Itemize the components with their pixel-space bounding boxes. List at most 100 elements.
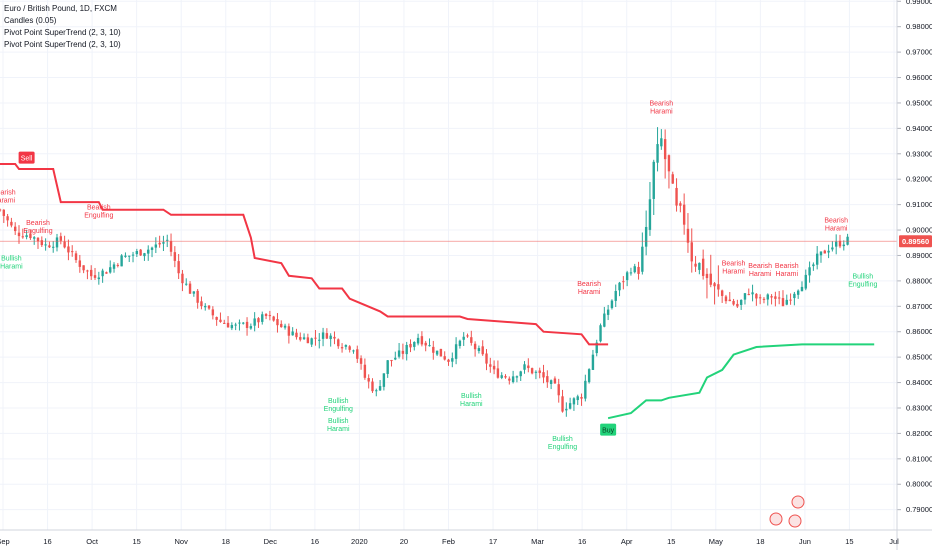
pattern-label-line: Bearish [26, 220, 50, 227]
legend-title: Euro / British Pound, 1D, FXCM [4, 3, 121, 15]
candle-body [189, 284, 191, 294]
candle-body [759, 297, 761, 298]
candle-body [272, 317, 274, 321]
pattern-label-line: Bearish [722, 261, 746, 268]
candle-body [329, 336, 331, 339]
candle-body [778, 297, 780, 298]
candle-body [356, 349, 358, 359]
pattern-label-line: Bullish [552, 436, 573, 443]
y-tick-label: 0.93000 [906, 149, 932, 158]
candle-body [561, 396, 563, 411]
y-tick-label: 0.89000 [906, 251, 932, 260]
candle-body [554, 378, 556, 383]
candle-body [489, 364, 491, 366]
pattern-label: Bearish Engulfing [23, 220, 52, 235]
candle-body [626, 272, 628, 280]
candle-body [120, 255, 122, 266]
pattern-label-line: Bearish [775, 263, 799, 270]
legend-indicator-candles[interactable]: Candles (0.05) [4, 15, 121, 27]
candle-body [345, 345, 347, 347]
y-tick-label: 0.98000 [906, 22, 932, 31]
x-tick-label: Jun [799, 537, 811, 546]
candle-body [736, 304, 738, 307]
candle-body [645, 227, 647, 247]
pattern-label-line: Harami [460, 401, 483, 408]
pattern-label-line: Harami [825, 225, 848, 232]
candle-body [846, 237, 848, 245]
x-tick-label: 16 [311, 537, 319, 546]
event-marker-icon [789, 515, 801, 527]
candle-body [379, 386, 381, 390]
candle-body [151, 248, 153, 250]
candle-body [280, 324, 282, 327]
candle-body [634, 266, 636, 272]
candle-body [82, 265, 84, 270]
candle-body [732, 301, 734, 305]
x-tick-label: 15 [132, 537, 140, 546]
candle-body [831, 247, 833, 249]
candle-body [60, 236, 62, 241]
candle-body [386, 360, 388, 374]
candle-body [394, 358, 396, 360]
candle-body [291, 331, 293, 335]
candle-body [767, 294, 769, 299]
candle-body [744, 293, 746, 299]
pattern-label: BearishHarami [577, 281, 601, 296]
x-tick-label: 16 [578, 537, 586, 546]
candle-body [653, 162, 655, 199]
candle-body [843, 245, 845, 246]
candle-body [405, 345, 407, 354]
candle-body [542, 372, 544, 377]
candle-body [375, 390, 377, 391]
candle-body [242, 323, 244, 324]
candle-body [592, 355, 594, 370]
candle-body [231, 325, 233, 328]
candle-body [318, 340, 320, 341]
legend-indicator-supertrend-2[interactable]: Pivot Point SuperTrend (2, 3, 10) [4, 39, 121, 51]
candle-body [136, 251, 138, 254]
supertrend-bull-line [608, 344, 874, 418]
pattern-label: BearishHarami [748, 263, 772, 278]
candle-body [348, 346, 350, 350]
candle-body [428, 345, 430, 346]
candle-body [424, 343, 426, 346]
candle-body [67, 246, 69, 252]
candle-body [101, 271, 103, 277]
candle-body [687, 229, 689, 243]
candle-body [390, 360, 392, 361]
candle-body [398, 350, 400, 356]
candle-body [261, 314, 263, 322]
candle-body [383, 373, 385, 387]
pattern-label-line: Engulfing [324, 406, 353, 413]
candle-body [326, 333, 328, 338]
candle-body [158, 243, 160, 245]
y-tick-label: 0.83000 [906, 403, 932, 412]
x-tick-label: Oct [86, 537, 99, 546]
y-tick-label: 0.95000 [906, 98, 932, 107]
pattern-label-line: Harami [650, 108, 673, 115]
candle-body [41, 240, 43, 245]
candle-body [246, 322, 248, 328]
x-tick-label: Feb [442, 537, 455, 546]
candle-body [71, 251, 73, 252]
y-tick-label: 0.90000 [906, 226, 932, 235]
pattern-label-line: Bearish [87, 205, 111, 212]
candle-body [94, 275, 96, 278]
candle-body [656, 144, 658, 163]
candle-body [128, 256, 130, 257]
candle-body [269, 315, 271, 316]
candle-body [618, 283, 620, 291]
legend-indicator-supertrend-1[interactable]: Pivot Point SuperTrend (2, 3, 10) [4, 27, 121, 39]
pattern-label: BearishHarami [824, 217, 848, 232]
candle-body [808, 267, 810, 275]
candle-body [105, 272, 107, 273]
candle-body [706, 274, 708, 278]
candle-body [48, 245, 50, 247]
last-price-label: 0.89560 [902, 237, 929, 246]
candle-body [322, 332, 324, 338]
candle-body [611, 301, 613, 308]
candle-body [196, 291, 198, 303]
candle-body [474, 344, 476, 349]
